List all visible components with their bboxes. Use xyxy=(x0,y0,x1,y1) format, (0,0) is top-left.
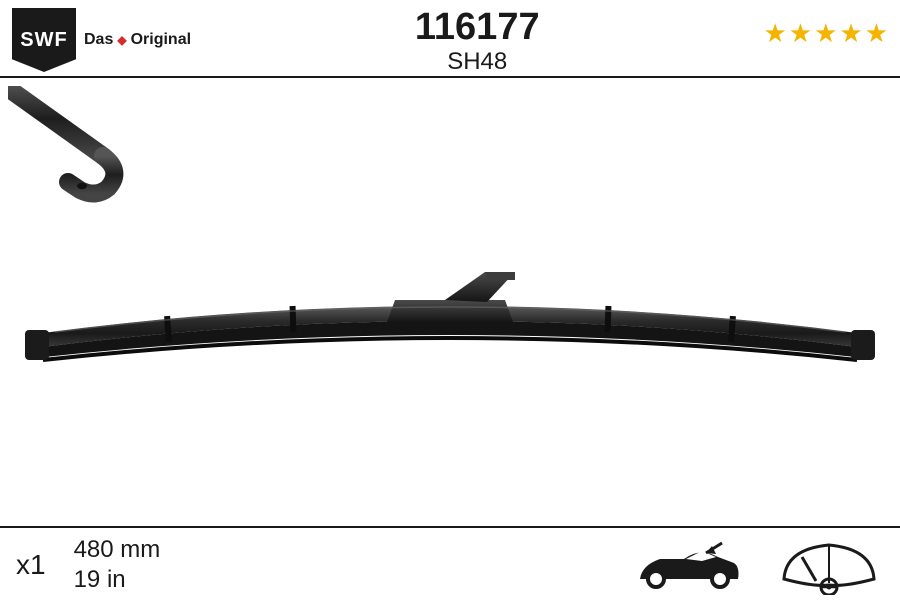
tagline-left: Das xyxy=(84,31,113,49)
model-code: SH48 xyxy=(191,48,763,76)
wiper-blade-image xyxy=(15,242,885,362)
star-icon: ★ xyxy=(814,18,837,49)
part-number: 116177 xyxy=(191,8,763,46)
brand-logo-text: SWF xyxy=(20,29,67,52)
star-icon: ★ xyxy=(789,18,812,49)
product-image-area xyxy=(0,78,900,526)
dimensions: 480 mm 19 in xyxy=(74,535,161,595)
footer: x1 480 mm 19 in xyxy=(0,526,900,596)
brand-tagline: Das ◆ Original xyxy=(84,31,191,49)
diamond-icon: ◆ xyxy=(117,33,126,47)
tagline-right: Original xyxy=(131,31,191,49)
star-icon: ★ xyxy=(865,18,888,49)
rating-stars: ★ ★ ★ ★ ★ xyxy=(763,8,888,49)
brand-block: SWF Das ◆ Original xyxy=(12,8,191,72)
car-side-icon xyxy=(626,537,746,593)
quantity-label: x1 xyxy=(16,549,46,581)
title-block: 116177 SH48 xyxy=(191,8,763,76)
brand-logo: SWF xyxy=(12,8,76,72)
length-in: 19 in xyxy=(74,565,161,595)
star-icon: ★ xyxy=(839,18,862,49)
star-icon: ★ xyxy=(763,18,786,49)
header: SWF Das ◆ Original 116177 SH48 ★ ★ ★ ★ ★ xyxy=(0,0,900,72)
windshield-icon xyxy=(774,535,884,595)
length-mm: 480 mm xyxy=(74,535,161,565)
hook-adapter-image xyxy=(8,86,168,206)
